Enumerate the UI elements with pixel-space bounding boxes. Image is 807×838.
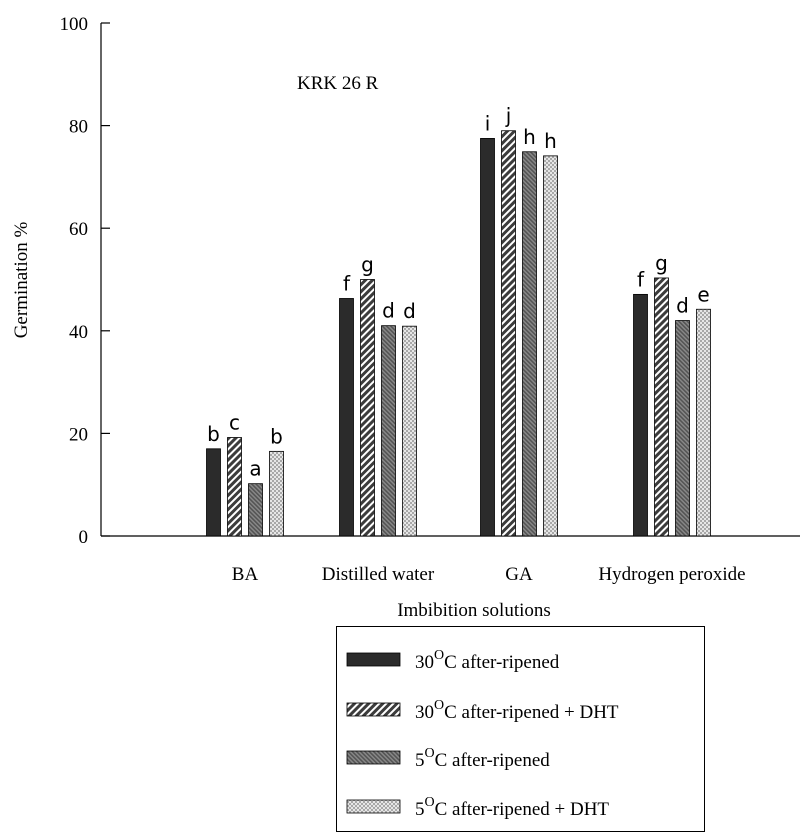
significance-letter: f [637, 267, 645, 291]
legend: 30OC after-ripened 30OC after-ripened + D… [336, 626, 705, 832]
chart-annotation: KRK 26 R [297, 73, 379, 94]
bar [675, 320, 690, 537]
bar [480, 138, 495, 537]
significance-letter: c [229, 411, 240, 435]
significance-letter: d [382, 299, 395, 323]
significance-letter: i [485, 111, 491, 135]
significance-letter: d [676, 294, 689, 318]
x-tick-label: Hydrogen peroxide [598, 564, 745, 585]
legend-label: 30OC after-ripened [415, 648, 560, 673]
legend-entries: 30OC after-ripened 30OC after-ripened + D… [346, 648, 619, 820]
bar [696, 308, 711, 537]
legend-swatch [346, 652, 401, 667]
bars-layer [206, 130, 711, 537]
significance-letter: j [505, 104, 512, 128]
significance-letter: g [655, 251, 668, 275]
significance-letter: g [361, 253, 374, 277]
bar [339, 298, 354, 537]
significance-letter: a [249, 457, 261, 481]
legend-label: 5OC after-ripened + DHT [415, 795, 609, 820]
x-axis-title: Imbibition solutions [397, 600, 551, 621]
y-tick-label: 60 [69, 219, 88, 240]
significance-letter: b [270, 424, 283, 448]
legend-label: 30OC after-ripened + DHT [415, 698, 619, 723]
y-tick-label: 100 [60, 14, 89, 35]
legend-swatch [346, 799, 401, 814]
bar [227, 437, 242, 537]
significance-letter: b [207, 422, 220, 446]
y-tick-label: 40 [69, 322, 88, 343]
bar [402, 325, 417, 537]
y-tick-label: 0 [79, 527, 89, 548]
bar [269, 450, 284, 537]
bar [381, 325, 396, 537]
significance-letter: h [523, 125, 536, 149]
bar [206, 448, 221, 537]
bar [543, 155, 558, 537]
significance-letter: d [403, 299, 416, 323]
x-tick-label: BA [232, 564, 259, 585]
significance-letter: h [544, 129, 557, 153]
x-tick-label: Distilled water [322, 564, 435, 585]
bar [522, 151, 537, 537]
bar [633, 293, 648, 537]
y-tick-label: 80 [69, 117, 88, 138]
legend-swatch [346, 750, 401, 765]
y-axis-title: Germination % [11, 222, 32, 339]
legend-label: 5OC after-ripened [415, 746, 550, 771]
bar [360, 279, 375, 537]
significance-letter: f [343, 271, 351, 295]
significance-letter: e [697, 282, 709, 306]
y-tick-label: 20 [69, 424, 88, 445]
x-tick-label: GA [505, 564, 533, 585]
bar [501, 130, 516, 537]
bar [248, 483, 263, 537]
bar [654, 277, 669, 537]
legend-swatch [346, 702, 401, 717]
